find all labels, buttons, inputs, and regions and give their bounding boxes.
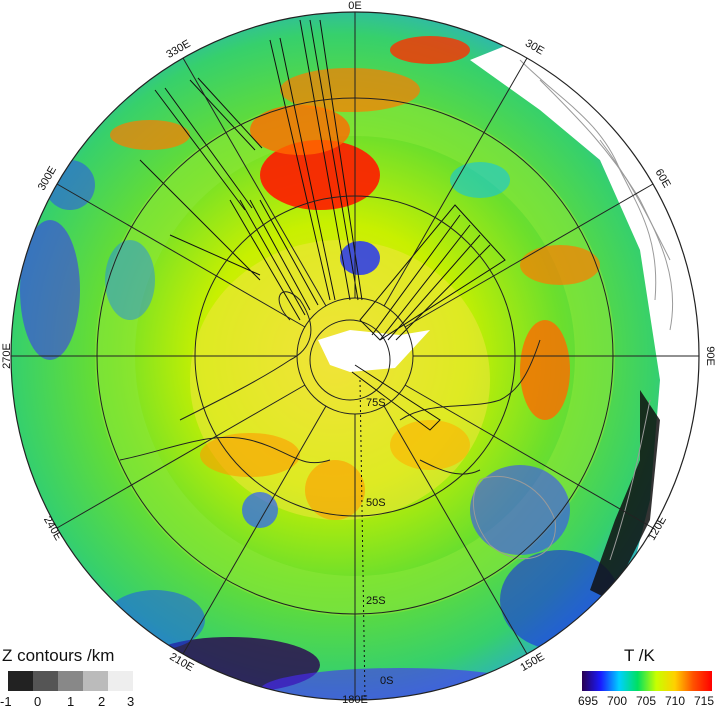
lon-label-270E: 270E xyxy=(1,343,13,369)
z-legend-title: Z contours /km xyxy=(2,646,114,666)
z-tick-label: 1 xyxy=(67,694,74,709)
t-tick-label: 705 xyxy=(636,694,656,708)
z-swatch-5 xyxy=(108,671,133,691)
t-tick-label: 715 xyxy=(694,694,714,708)
lat-label-50S: 50S xyxy=(366,497,386,509)
t-colorbar xyxy=(582,671,712,691)
z-tick-label: 3 xyxy=(127,694,134,709)
z-swatch-2 xyxy=(33,671,58,691)
t-legend-title: T /K xyxy=(624,646,655,666)
t-tick-label: 700 xyxy=(607,694,627,708)
z-tick-label: -1 xyxy=(0,694,12,709)
temperature-field xyxy=(11,12,720,712)
z-swatch-4 xyxy=(83,671,108,691)
lat-label-25S: 25S xyxy=(366,595,386,607)
z-tick-label: 0 xyxy=(34,694,41,709)
lon-label-180E: 180E xyxy=(342,694,368,706)
z-swatch-3 xyxy=(58,671,83,691)
lat-label-0S: 0S xyxy=(380,675,393,687)
lon-label-30E: 30E xyxy=(523,37,546,57)
lon-label-60E: 60E xyxy=(653,167,673,190)
t-tick-label: 710 xyxy=(665,694,685,708)
z-swatch-1 xyxy=(8,671,33,691)
lon-label-0E: 0E xyxy=(348,0,361,12)
z-tick-label: 2 xyxy=(98,694,105,709)
lat-label-75S: 75S xyxy=(366,397,386,409)
t-tick-label: 695 xyxy=(578,694,598,708)
lon-label-90E: 90E xyxy=(704,346,716,366)
